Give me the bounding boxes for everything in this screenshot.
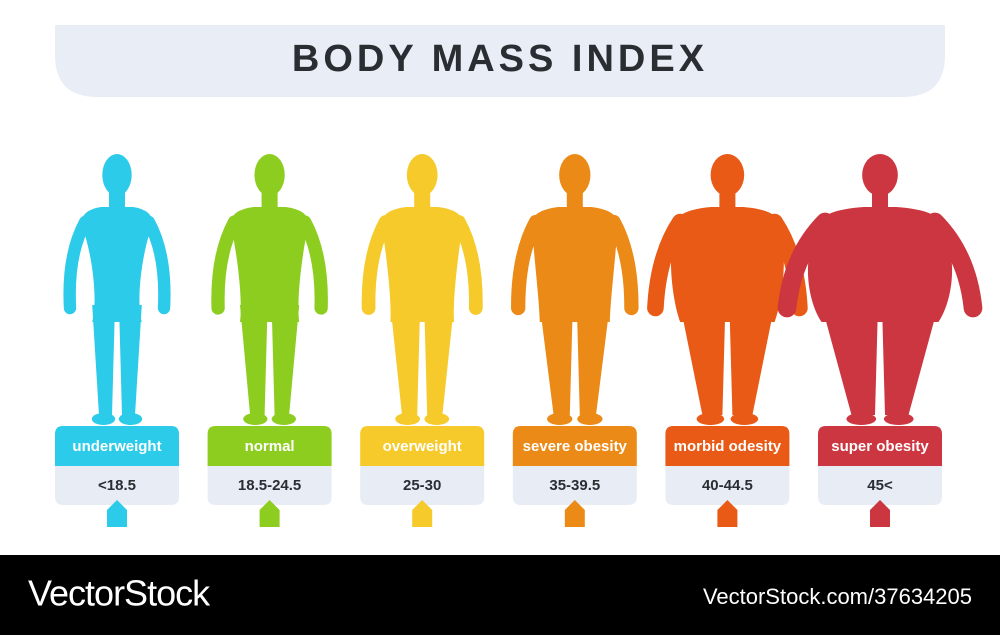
leg [680,305,726,415]
head [406,154,438,196]
torso [807,207,953,322]
category-label: super obesity [831,438,929,455]
arm [298,215,328,315]
torso [670,207,784,322]
category-range: 25-30 [403,477,441,494]
pointer [107,500,127,527]
range-box [512,466,637,505]
torso [531,207,618,322]
head [862,154,898,196]
arm [511,214,544,316]
label-box [665,426,790,466]
foot [547,413,573,425]
range-box [818,466,942,505]
leg [390,305,421,415]
head [254,154,285,196]
label-box [818,426,942,466]
torso [230,207,309,322]
range-box [360,466,485,505]
head [710,154,745,196]
category-label: normal [245,438,295,455]
leg [271,305,300,415]
category-range: 35-39.5 [549,477,600,494]
pointer [259,500,280,527]
arm [451,215,483,315]
foot [730,413,759,425]
head [559,154,591,196]
arm [142,215,171,315]
arm [211,215,242,315]
leg [119,305,142,415]
footer-band [0,555,1000,635]
figure [511,154,639,425]
category-range: <18.5 [98,477,136,494]
label-box [360,426,485,466]
leg [576,305,610,415]
arm [777,212,835,318]
figure [777,154,983,425]
category-label: overweight [383,438,462,455]
torso [381,207,463,322]
category-range: 18.5-24.5 [238,477,301,494]
foot [846,413,877,425]
category-label: severe obesity [523,438,628,455]
label-box [55,426,179,466]
foot [271,413,296,425]
title: BODY MASS INDEX [292,38,708,80]
head [102,154,132,196]
range-box [55,466,179,505]
range-box [665,466,790,505]
arm [925,212,983,318]
foot [883,413,914,425]
leg [729,305,775,415]
category-range: 40-44.5 [702,477,753,494]
leg [821,305,878,415]
pointer [412,500,433,527]
leg [424,305,455,415]
foot [118,413,143,425]
footer-id: VectorStock.com/37634205 [703,584,972,609]
foot [243,413,268,425]
footer-brand: VectorStock [28,573,211,614]
arm [606,214,639,316]
label-box [512,426,637,466]
leg [882,305,939,415]
foot [395,413,420,425]
leg [539,305,573,415]
figure [63,154,171,425]
figure [361,154,483,425]
leg [240,305,268,415]
figure [647,154,808,425]
label-box [207,426,332,466]
arm [361,215,393,315]
range-box [207,466,332,505]
torso [81,207,153,322]
arm [647,213,689,317]
category-range: 45< [867,477,893,494]
pointer [870,500,890,527]
title-banner [55,25,945,97]
category-label: underweight [72,438,161,455]
pointer [717,500,738,527]
foot [424,413,450,425]
arm [63,215,92,315]
leg [92,305,115,415]
foot [91,413,116,425]
figure [211,154,328,425]
foot [577,413,603,425]
pointer [564,500,585,527]
foot [696,413,725,425]
category-label: morbid odesity [674,438,782,455]
